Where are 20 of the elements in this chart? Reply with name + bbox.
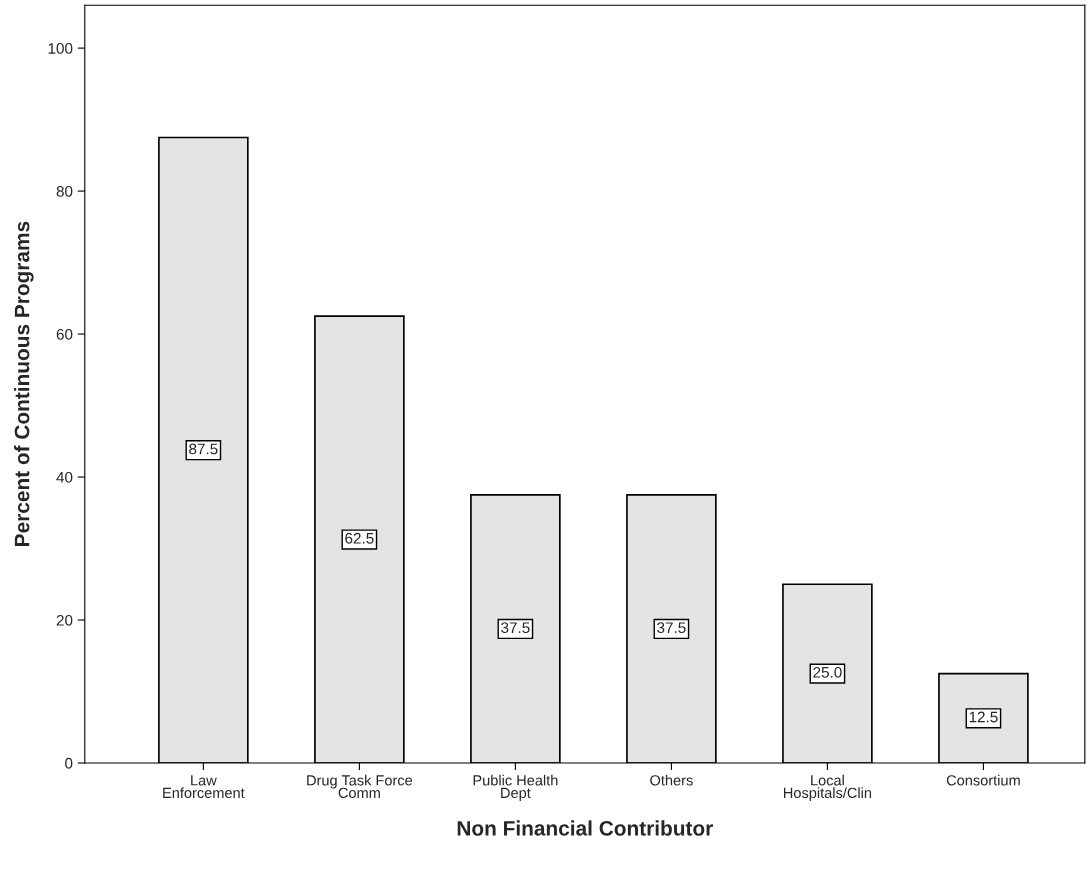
- x-tick-label: Public Health Dept: [473, 774, 558, 801]
- x-tick-label: Local Hospitals/Clin: [784, 774, 872, 801]
- y-axis-title: Percent of Continuous Programs: [14, 221, 34, 546]
- x-tick-label: Law Enforcement: [163, 775, 245, 799]
- data-label: 62.5: [345, 532, 374, 544]
- x-axis-title: Non Financial Contributor: [457, 820, 713, 836]
- x-tick-label: Drug Task Force Comm: [307, 774, 413, 799]
- data-label: 87.5: [189, 443, 218, 455]
- y-tick-label: 60: [56, 328, 73, 340]
- data-label: 37.5: [501, 622, 530, 634]
- y-tick-label: 0: [65, 757, 73, 769]
- y-tick-label: 100: [48, 42, 73, 54]
- x-tick-label: Consortium: [946, 774, 1020, 786]
- y-tick-label: 20: [56, 614, 73, 626]
- y-tick-label: 40: [56, 471, 73, 483]
- x-tick-label: Others: [650, 774, 693, 786]
- data-label: 12.5: [969, 711, 998, 723]
- data-label: 25.0: [813, 666, 842, 678]
- data-label: 37.5: [657, 622, 686, 634]
- y-tick-label: 80: [56, 185, 73, 197]
